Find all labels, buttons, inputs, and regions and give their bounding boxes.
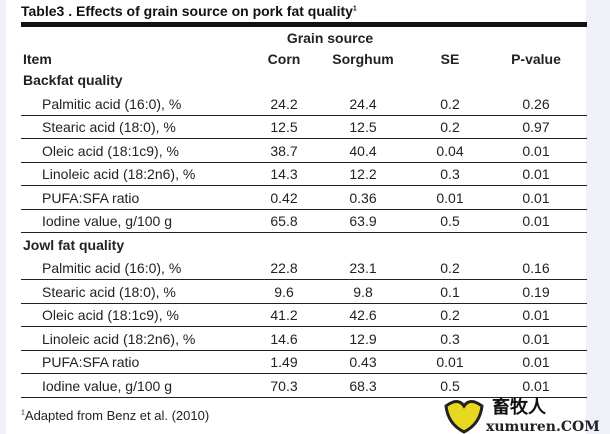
row-value: 0.19 xyxy=(522,283,550,300)
row-value: 0.2 xyxy=(440,260,460,276)
row-value: 38.7 xyxy=(270,142,298,159)
row-value: 0.01 xyxy=(436,354,464,370)
row-value: 0.43 xyxy=(349,354,377,370)
row-value: 0.42 xyxy=(270,189,298,206)
row-value: 40.4 xyxy=(349,142,377,159)
row-value: 0.01 xyxy=(522,377,550,394)
row-value: 0.01 xyxy=(522,142,550,159)
section-label: Jowl fat quality xyxy=(23,236,125,253)
row-value: 0.01 xyxy=(522,166,550,182)
row-divider xyxy=(21,279,587,280)
row-value: 22.8 xyxy=(270,260,298,276)
column-header-item: Item xyxy=(23,51,52,67)
row-value: 41.2 xyxy=(270,307,298,323)
heart-logo-icon xyxy=(444,400,484,434)
watermark-logo: 畜牧人 xumuren.COM xyxy=(444,396,600,434)
row-divider xyxy=(21,185,587,186)
row-value: 0.2 xyxy=(440,95,460,112)
row-value: 65.8 xyxy=(270,213,298,229)
row-value: 42.6 xyxy=(349,307,377,323)
row-value: 0.26 xyxy=(522,95,550,112)
row-value: 0.04 xyxy=(436,142,464,159)
row-value: 0.2 xyxy=(440,307,460,323)
row-divider xyxy=(21,302,587,304)
row-divider xyxy=(21,396,587,398)
watermark-cn: 畜牧人 xyxy=(492,396,547,418)
table-title: Table3 . Effects of grain source on pork… xyxy=(21,3,357,19)
watermark-url: xumuren.COM xyxy=(486,419,600,434)
footnote-text: Adapted from Benz et al. (2010) xyxy=(24,408,210,423)
row-value: 23.1 xyxy=(349,260,377,276)
column-header-se: SE xyxy=(440,51,460,67)
row-value: 0.5 xyxy=(440,213,460,229)
row-value: 0.01 xyxy=(522,354,550,370)
row-value: 24.4 xyxy=(349,95,377,112)
row-divider xyxy=(21,161,587,163)
row-value: 0.5 xyxy=(440,377,460,394)
row-value: 14.3 xyxy=(270,166,298,182)
row-label: Stearic acid (18:0), % xyxy=(42,119,176,135)
row-value: 0.16 xyxy=(522,260,550,276)
section-label: Backfat quality xyxy=(23,72,123,88)
row-value: 68.3 xyxy=(349,377,377,394)
row-label: Iodine value, g/100 g xyxy=(42,377,172,394)
row-value: 0.01 xyxy=(436,189,464,206)
row-value: 12.2 xyxy=(349,166,377,182)
grain-source-header: Grain source xyxy=(286,30,374,46)
row-value: 0.97 xyxy=(522,119,550,135)
row-label: Linoleic acid (18:2n6), % xyxy=(42,166,196,182)
row-label: Palmitic acid (16:0), % xyxy=(42,95,182,112)
row-value: 24.2 xyxy=(270,95,298,112)
row-label: PUFA:SFA ratio xyxy=(42,189,140,206)
row-value: 9.8 xyxy=(353,283,373,300)
row-divider xyxy=(21,208,587,210)
row-value: 0.01 xyxy=(522,189,550,206)
row-value: 0.01 xyxy=(522,330,550,347)
row-divider xyxy=(21,349,587,351)
column-header-p-value: P-value xyxy=(511,51,561,67)
row-label: Palmitic acid (16:0), % xyxy=(42,260,182,276)
row-value: 1.49 xyxy=(270,354,298,370)
row-divider xyxy=(21,326,587,327)
row-label: PUFA:SFA ratio xyxy=(42,354,140,370)
row-value: 0.1 xyxy=(440,283,460,300)
row-label: Oleic acid (18:1c9), % xyxy=(42,307,179,323)
row-value: 0.01 xyxy=(522,213,550,229)
document-page: Table3 . Effects of grain source on pork… xyxy=(6,0,587,434)
row-value: 0.2 xyxy=(440,119,460,135)
row-value: 0.3 xyxy=(440,330,460,347)
row-divider xyxy=(21,232,587,233)
footnote: 1Adapted from Benz et al. (2010) xyxy=(21,408,209,423)
row-value: 12.9 xyxy=(349,330,377,347)
row-divider xyxy=(21,114,587,116)
row-value: 12.5 xyxy=(349,119,377,135)
row-divider xyxy=(21,373,587,374)
row-divider xyxy=(21,138,587,139)
column-header-corn: Corn xyxy=(267,51,301,67)
row-value: 0.36 xyxy=(349,189,377,206)
row-value: 63.9 xyxy=(349,213,377,229)
top-rule xyxy=(21,22,587,27)
footnote-superscript: 1 xyxy=(21,409,25,417)
row-label: Oleic acid (18:1c9), % xyxy=(42,142,179,159)
row-value: 70.3 xyxy=(270,377,298,394)
row-label: Iodine value, g/100 g xyxy=(42,213,172,229)
title-text: Table3 . Effects of grain source on pork… xyxy=(21,3,353,19)
row-value: 12.5 xyxy=(270,119,298,135)
column-header-sorghum: Sorghum xyxy=(332,51,394,67)
row-value: 0.3 xyxy=(440,166,460,182)
row-label: Stearic acid (18:0), % xyxy=(42,283,176,300)
row-value: 9.6 xyxy=(274,283,294,300)
row-label: Linoleic acid (18:2n6), % xyxy=(42,330,196,347)
row-value: 14.6 xyxy=(270,330,298,347)
title-superscript: 1 xyxy=(352,5,357,13)
row-value: 0.01 xyxy=(522,307,550,323)
